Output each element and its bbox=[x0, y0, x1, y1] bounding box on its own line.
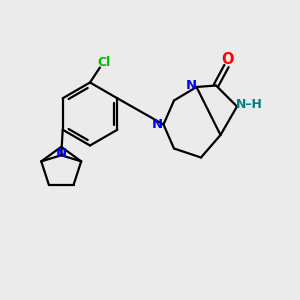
Text: N: N bbox=[185, 79, 197, 92]
Text: N–H: N–H bbox=[236, 98, 263, 112]
Text: O: O bbox=[222, 52, 234, 68]
Text: Cl: Cl bbox=[97, 56, 110, 70]
Text: N: N bbox=[56, 147, 67, 160]
Text: N: N bbox=[151, 118, 163, 131]
